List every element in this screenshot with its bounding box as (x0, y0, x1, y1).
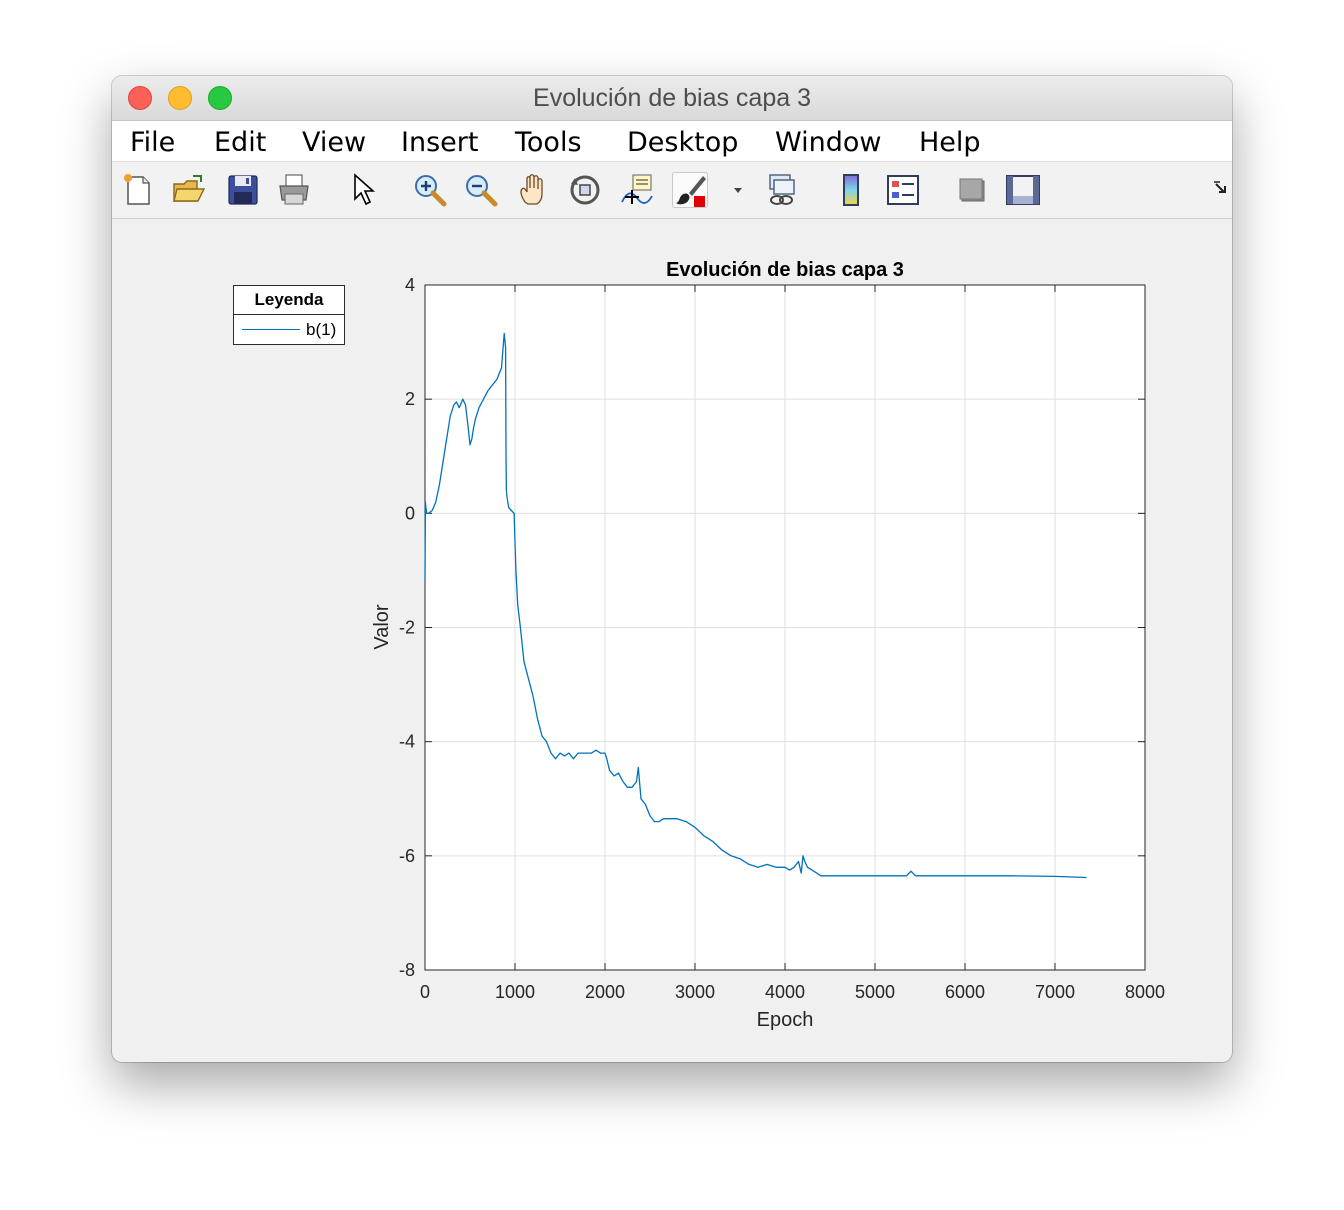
menu-tools[interactable]: Tools (515, 127, 582, 158)
y-tick-label: -2 (399, 618, 415, 638)
plot-area: 0 1000 2000 3000 4000 5000 6000 7000 8000 4 2 0 -2 -4… (112, 219, 1232, 1062)
chart-title: Evolución de bias capa 3 (666, 259, 904, 281)
x-tick-label: 4000 (765, 982, 805, 1002)
y-tick-label: -4 (399, 732, 415, 752)
rotate-3d-icon[interactable] (567, 172, 603, 208)
x-tick-label: 7000 (1035, 982, 1075, 1002)
open-icon[interactable] (171, 172, 207, 208)
legend-box[interactable]: Leyenda b(1) (233, 285, 345, 345)
ticks: 0 1000 2000 3000 4000 5000 6000 7000 8000 4 2 0 -2 -4… (399, 275, 1165, 1002)
x-tick-label: 0 (420, 982, 430, 1002)
x-tick-label: 2000 (585, 982, 625, 1002)
link-plot-icon[interactable] (764, 172, 800, 208)
menu-edit[interactable]: Edit (214, 127, 267, 158)
hide-plot-tools-icon[interactable] (954, 172, 990, 208)
brush-dropdown-icon[interactable] (720, 172, 742, 208)
show-plot-tools-icon[interactable] (1005, 172, 1041, 208)
save-icon[interactable] (225, 172, 261, 208)
y-tick-label: 4 (405, 275, 415, 295)
menu-insert[interactable]: Insert (401, 127, 479, 158)
x-axis-label: Epoch (757, 1009, 814, 1031)
dock-icon[interactable] (1204, 172, 1228, 208)
brush-icon[interactable] (672, 172, 708, 208)
y-tick-label: 0 (405, 503, 415, 523)
edit-plot-arrow-icon[interactable] (346, 172, 382, 208)
menu-bar: File Edit View Insert Tools Desktop Wind… (112, 121, 1232, 162)
legend-entry-label: b(1) (306, 320, 337, 339)
y-axis-label: Valor (371, 604, 393, 650)
series-line-b1 (424, 332, 1087, 879)
colorbar-icon[interactable] (834, 172, 870, 208)
x-tick-label: 8000 (1125, 982, 1165, 1002)
minimize-button[interactable] (168, 86, 192, 110)
x-tick-label: 5000 (855, 982, 895, 1002)
legend-icon[interactable] (885, 172, 921, 208)
y-tick-label: 2 (405, 389, 415, 409)
menu-file[interactable]: File (130, 127, 176, 158)
menu-window[interactable]: Window (775, 127, 882, 158)
line-chart[interactable]: 0 1000 2000 3000 4000 5000 6000 7000 8000 4 2 0 -2 -4… (112, 219, 1232, 1062)
window-title: Evolución de bias capa 3 (533, 84, 811, 112)
print-icon[interactable] (276, 172, 312, 208)
new-figure-icon[interactable] (120, 172, 156, 208)
x-tick-label: 1000 (495, 982, 535, 1002)
figure-toolbar (112, 162, 1232, 219)
x-tick-label: 6000 (945, 982, 985, 1002)
zoom-in-icon[interactable] (412, 172, 448, 208)
legend-line-sample (242, 329, 300, 330)
menu-desktop[interactable]: Desktop (627, 127, 739, 158)
title-bar[interactable]: Evolución de bias capa 3 (112, 76, 1232, 121)
zoom-out-icon[interactable] (463, 172, 499, 208)
x-tick-label: 3000 (675, 982, 715, 1002)
y-tick-label: -6 (399, 846, 415, 866)
data-cursor-icon[interactable] (619, 172, 655, 208)
legend-title: Leyenda (234, 286, 344, 315)
zoom-button[interactable] (208, 86, 232, 110)
pan-hand-icon[interactable] (515, 172, 551, 208)
y-tick-label: -8 (399, 960, 415, 980)
menu-help[interactable]: Help (919, 127, 981, 158)
figure-window: Evolución de bias capa 3 File Edit View … (112, 76, 1232, 1062)
menu-view[interactable]: View (302, 127, 367, 158)
close-button[interactable] (128, 86, 152, 110)
